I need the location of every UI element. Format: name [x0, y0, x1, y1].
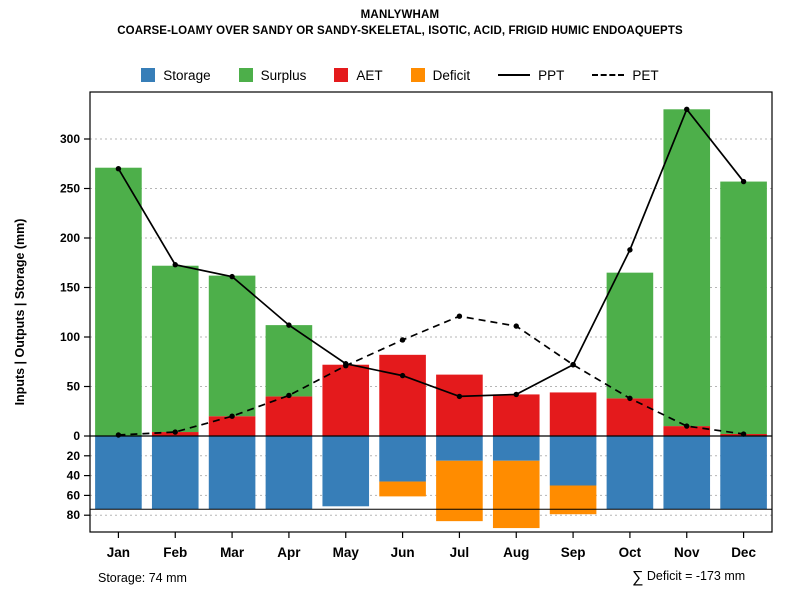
- aet-swatch: [334, 68, 349, 82]
- svg-text:250: 250: [60, 182, 80, 196]
- svg-text:40: 40: [67, 469, 81, 483]
- svg-text:Oct: Oct: [619, 545, 642, 560]
- svg-text:Nov: Nov: [674, 545, 700, 560]
- legend-item-deficit: Deficit: [410, 67, 471, 83]
- legend-label-deficit: Deficit: [432, 67, 471, 83]
- svg-text:Jun: Jun: [391, 545, 415, 560]
- deficit-sum-text: Deficit = -173 mm: [643, 569, 746, 583]
- legend-item-pet: PET: [592, 67, 659, 83]
- page-subtitle: COARSE-LOAMY OVER SANDY OR SANDY-SKELETA…: [117, 25, 683, 37]
- svg-text:Jan: Jan: [107, 545, 130, 560]
- page-title: MANLYWHAM: [360, 9, 440, 21]
- legend-item-surplus: Surplus: [238, 67, 307, 83]
- svg-text:Dec: Dec: [731, 545, 756, 560]
- svg-text:300: 300: [60, 132, 80, 146]
- svg-text:Aug: Aug: [503, 545, 529, 560]
- svg-text:Sep: Sep: [561, 545, 586, 560]
- svg-text:60: 60: [67, 488, 81, 502]
- svg-text:0: 0: [73, 429, 80, 443]
- svg-text:Inputs | Outputs | Storage (: Inputs | Outputs | Storage (mm): [13, 219, 27, 406]
- storage-note-text: Storage: 74 mm: [98, 571, 187, 585]
- svg-text:Mar: Mar: [220, 545, 245, 560]
- svg-text:Jul: Jul: [450, 545, 470, 560]
- surplus-swatch: [238, 68, 253, 82]
- storage-swatch: [141, 68, 156, 82]
- svg-text:Apr: Apr: [277, 545, 301, 560]
- deficit-sum-note: ∑ Deficit = -173 mm: [632, 569, 745, 587]
- svg-text:150: 150: [60, 281, 80, 295]
- legend-label-pet: PET: [632, 67, 659, 83]
- ppt-line-sample-icon: [498, 74, 531, 76]
- svg-text:50: 50: [67, 380, 81, 394]
- storage-note: Storage: 74 mm: [98, 571, 187, 585]
- svg-text:May: May: [333, 545, 360, 560]
- pet-line-sample-icon: [592, 74, 625, 76]
- legend-label-storage: Storage: [163, 67, 211, 83]
- legend-item-aet: AET: [334, 67, 383, 83]
- svg-text:80: 80: [67, 508, 81, 522]
- svg-text:20: 20: [67, 449, 81, 463]
- svg-text:100: 100: [60, 330, 80, 344]
- svg-text:200: 200: [60, 231, 80, 245]
- legend-item-ppt: PPT: [498, 68, 564, 83]
- svg-text:Feb: Feb: [163, 545, 187, 560]
- legend-item-storage: Storage: [141, 67, 211, 83]
- sigma-symbol: ∑: [632, 569, 644, 586]
- legend-label-surplus: Surplus: [260, 67, 307, 83]
- legend: Storage Surplus AET Deficit PPT PET: [0, 64, 800, 86]
- legend-label-aet: AET: [356, 67, 383, 83]
- water-balance-chart: 0 50 100 150 200 250 300 20 40 60 80 Jan Feb Mar Apr Ma…: [13, 91, 773, 560]
- deficit-swatch: [410, 68, 425, 82]
- legend-label-ppt: PPT: [538, 67, 565, 83]
- chart-header: MANLYWHAM COARSE-LOAMY OVER SANDY OR SAN…: [0, 0, 800, 37]
